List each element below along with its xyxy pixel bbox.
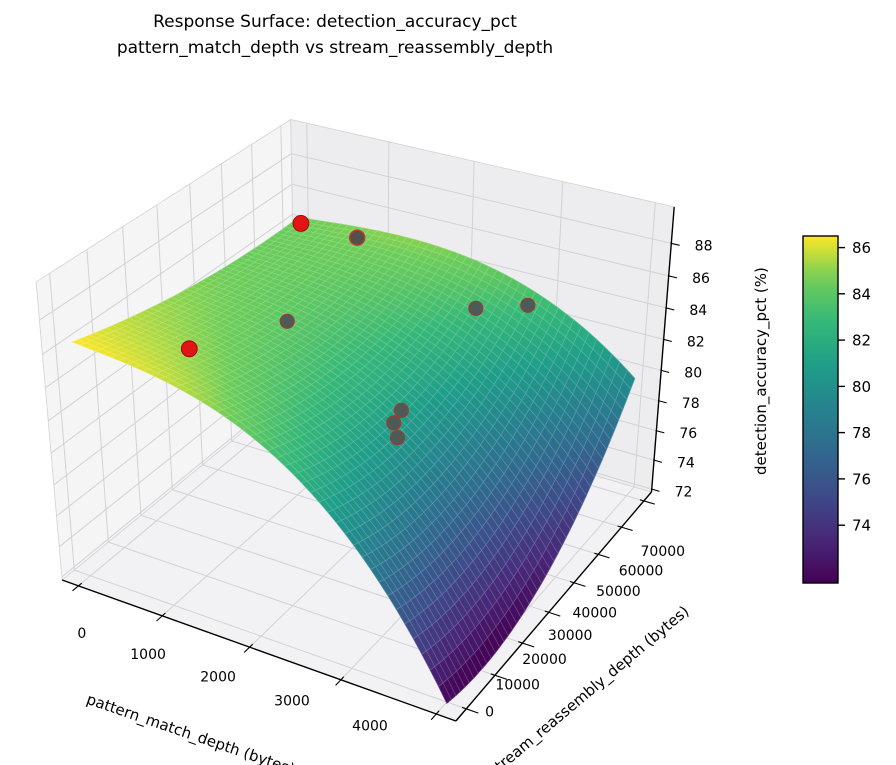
- y-tick-label: 60000: [619, 564, 664, 580]
- z-tick-label: 82: [687, 335, 705, 351]
- data-point: [389, 430, 406, 446]
- colorbar-tick-label: 74: [852, 517, 871, 535]
- z-tick-label: 74: [677, 455, 695, 471]
- z-tick-label: 88: [695, 238, 713, 254]
- x-tick-label: 0: [77, 626, 86, 642]
- colorbar-tick-label: 82: [852, 332, 871, 350]
- figure-title-line1: Response Surface: detection_accuracy_pct: [153, 12, 517, 32]
- z-tick-label: 86: [692, 271, 710, 287]
- y-tick-label: 0: [485, 704, 494, 720]
- y-tick-label: 10000: [495, 678, 540, 694]
- y-tick-label: 70000: [641, 544, 686, 560]
- figure-title: Response Surface: detection_accuracy_pct…: [50, 10, 620, 61]
- z-tick-label: 78: [682, 396, 700, 412]
- z-tick-label: 72: [675, 484, 693, 500]
- figure-title-line2: pattern_match_depth vs stream_reassembly…: [116, 37, 554, 58]
- x-tick-label: 1000: [130, 647, 166, 663]
- z-tick-label: 76: [679, 426, 697, 442]
- y-tick-label: 20000: [522, 652, 567, 668]
- x-tick-label: 4000: [352, 719, 388, 735]
- y-tick-label: 50000: [596, 584, 641, 600]
- data-point: [180, 340, 198, 358]
- data-point: [292, 214, 310, 232]
- colorbar: [802, 235, 839, 584]
- x-tick-label: 2000: [200, 670, 236, 686]
- z-tick-label: 84: [689, 303, 707, 319]
- z-tick-label: 80: [684, 366, 702, 382]
- data-point: [386, 415, 402, 431]
- x-tick-label: 3000: [274, 693, 310, 709]
- data-point: [468, 300, 484, 316]
- data-point: [393, 402, 409, 418]
- colorbar-tick-label: 84: [852, 285, 871, 303]
- colorbar-tick-label: 80: [852, 378, 871, 396]
- y-tick-label: 40000: [573, 606, 618, 622]
- data-point: [349, 229, 366, 246]
- colorbar-tick-label: 78: [852, 424, 871, 442]
- colorbar-tick-label: 76: [852, 470, 871, 488]
- y-tick-label: 30000: [548, 628, 593, 644]
- colorbar-tick-label: 86: [852, 239, 871, 257]
- data-point: [279, 313, 295, 329]
- data-point: [520, 297, 536, 313]
- z-axis-label: detection_accuracy_pct (%): [752, 267, 770, 475]
